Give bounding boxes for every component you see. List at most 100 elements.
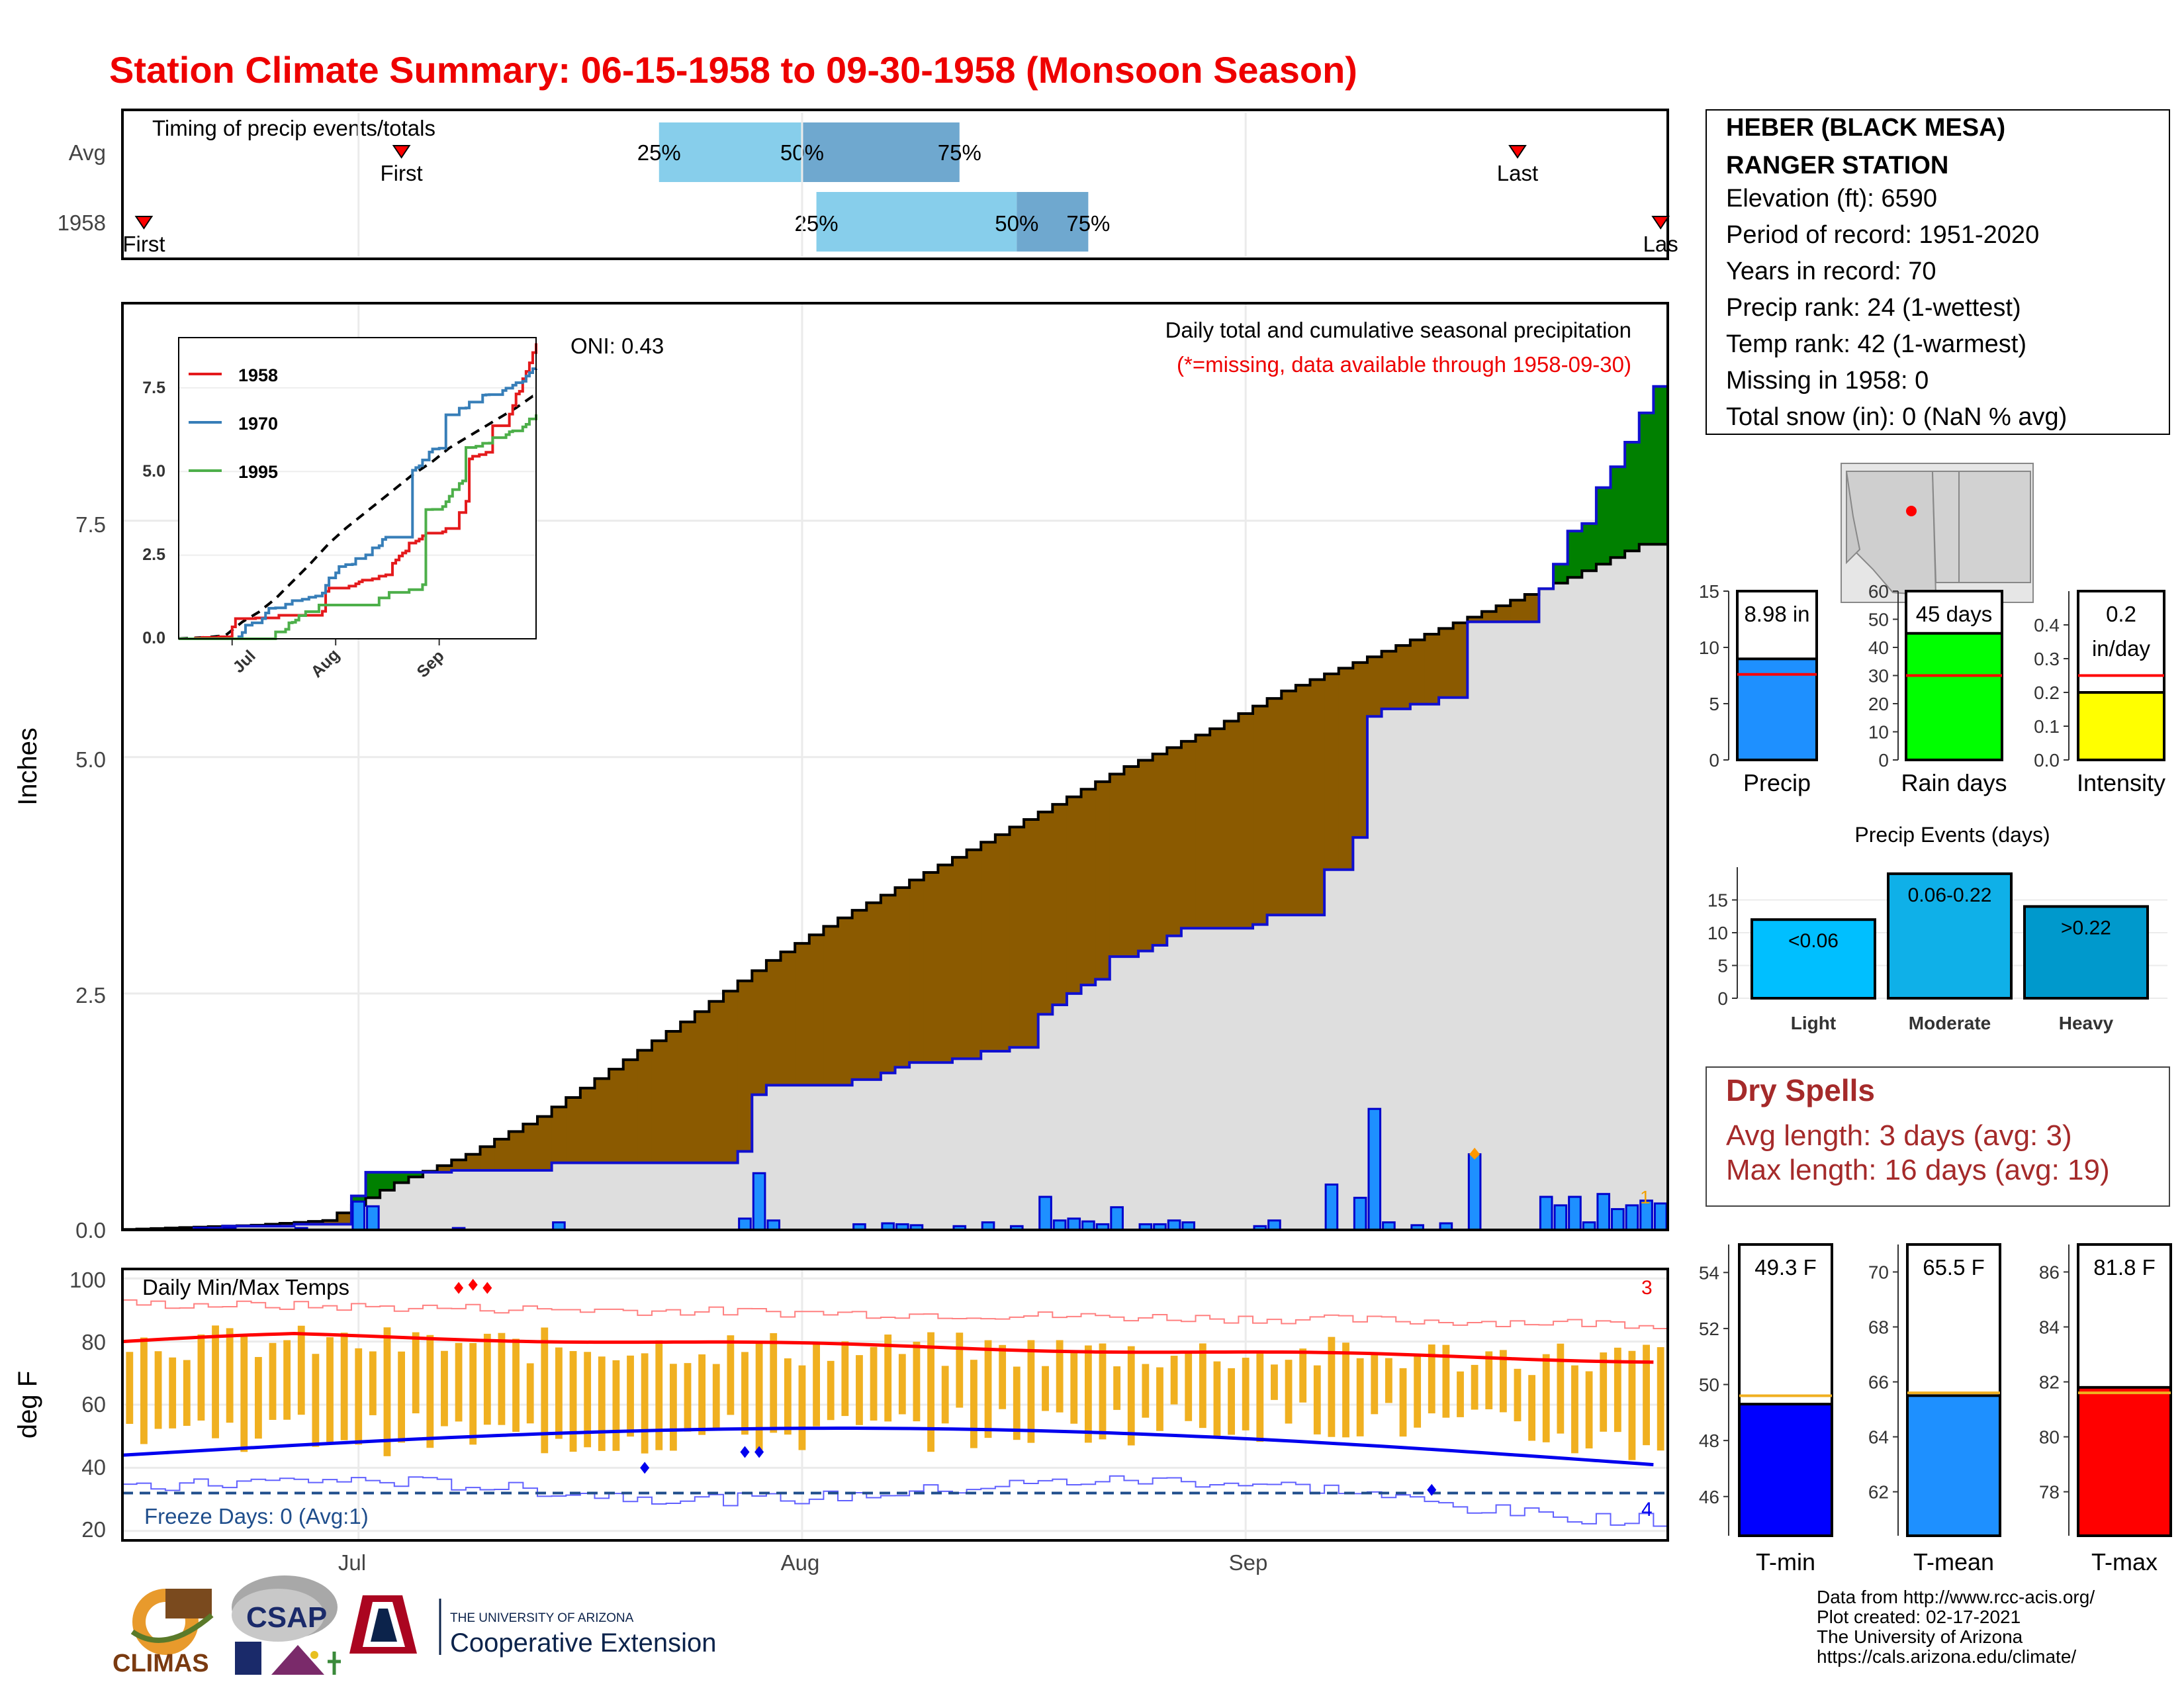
precip-anomaly-segment: [394, 1172, 410, 1183]
precip-anomaly-segment: [365, 1172, 381, 1198]
station-name-2: RANGER STATION: [1726, 152, 1948, 179]
daily-temp-bar: [340, 1333, 348, 1440]
last-event-marker: [1651, 216, 1670, 230]
daily-temp-bar: [655, 1340, 663, 1450]
inset-ytick-0: 0.0: [142, 629, 165, 647]
precip-anomaly-segment: [1038, 812, 1053, 1015]
precip-anomaly-segment: [694, 1011, 710, 1163]
precip-base-segment: [408, 1177, 424, 1230]
precip-anomaly-segment: [437, 1165, 452, 1172]
precip-anomaly-segment: [909, 880, 925, 1063]
precip-base-segment: [1224, 928, 1239, 1230]
record-low-marker: [740, 1446, 750, 1458]
temp-ytick-60: 60: [81, 1392, 106, 1417]
precip-base-segment: [838, 1085, 853, 1230]
precip-base-segment: [1338, 869, 1353, 1230]
temp-summary-t-max-ytick-label: 84: [2039, 1317, 2060, 1338]
precip-ylabel: Inches: [13, 727, 42, 806]
max-extreme-count: 3: [1641, 1277, 1653, 1299]
precip-base-segment: [494, 1170, 510, 1230]
daily-temp-bar: [455, 1342, 463, 1422]
daily-temp-bar: [1514, 1368, 1522, 1422]
temp-summary-t-mean-ytick-label: 70: [1868, 1262, 1889, 1283]
precip-anomaly-segment: [1367, 657, 1383, 717]
csap-logo: CSAP: [232, 1575, 341, 1675]
precip-anomaly-segment: [1310, 679, 1325, 915]
daily-temp-bar: [913, 1341, 921, 1422]
precip-base-segment: [1109, 957, 1125, 1230]
daily-temp-bar: [498, 1333, 506, 1425]
precip-anomaly-segment: [1281, 690, 1297, 915]
raindays-summary-label: Rain days: [1901, 769, 2007, 796]
precip-base-segment: [780, 1085, 796, 1230]
temp-summary-t-max-ytick-label: 78: [2039, 1482, 2060, 1503]
daily-temp-bar: [1013, 1366, 1021, 1440]
daily-precip-bar: [1568, 1196, 1582, 1231]
daily-precip-bar: [1653, 1202, 1668, 1231]
precip-anomaly-segment: [1639, 412, 1654, 545]
daily-temp-bar: [441, 1350, 448, 1427]
precip-base-segment: [1453, 697, 1468, 1230]
record-low-marker: [754, 1446, 764, 1458]
precip-ytick-3: 7.5: [75, 512, 106, 537]
temp-summary-t-max-ytick-label: 86: [2039, 1262, 2060, 1283]
missing-note: (*=missing, data available through 1958-…: [1177, 352, 1631, 377]
timing-bar-50-75-1958: [1017, 192, 1089, 252]
daily-temp-bar: [383, 1327, 391, 1456]
record-low-marker: [1427, 1483, 1437, 1496]
daily-temp-bar: [1256, 1350, 1264, 1442]
daily-temp-bar: [813, 1344, 820, 1427]
daily-temp-bar: [1371, 1352, 1379, 1415]
intensity-summary-bar: [2077, 691, 2165, 761]
daily-temp-bar: [841, 1341, 849, 1417]
record-max-line: [122, 1299, 1668, 1329]
precip-base-segment: [680, 1162, 696, 1230]
inset-ytick-1: 2.5: [142, 545, 165, 564]
temp-ytick-100: 100: [69, 1268, 106, 1292]
precip-anomaly-segment: [1338, 668, 1353, 870]
precip-base-segment: [337, 1224, 352, 1230]
temp-summary-t-min-ytick-label: 48: [1699, 1430, 1719, 1451]
daily-temp-bar: [1199, 1343, 1206, 1429]
daily-temp-bar: [956, 1333, 964, 1408]
first-event-marker: [392, 145, 411, 159]
precip-base-segment: [279, 1226, 295, 1230]
record-high-marker: [454, 1282, 464, 1294]
daily-temp-bar: [126, 1352, 134, 1424]
event-bar-heavy: [2023, 905, 2149, 1000]
precip-base-segment: [1481, 622, 1497, 1230]
precip-anomaly-segment: [709, 1001, 724, 1163]
precip-anomaly-segment: [1381, 651, 1396, 709]
station-period: Period of record: 1951-2020: [1726, 221, 2039, 249]
precip-base-segment: [766, 1085, 782, 1230]
station-name-1: HEBER (BLACK MESA): [1726, 114, 2005, 142]
daily-temp-bar: [140, 1337, 148, 1444]
daily-temp-bar: [169, 1357, 177, 1429]
precip-base-segment: [737, 1151, 752, 1230]
daily-temp-bar: [1242, 1358, 1250, 1430]
observed-cumulative-line: [122, 385, 1668, 1231]
precip-anomaly-segment: [1324, 674, 1340, 870]
precip-anomaly-segment: [1024, 820, 1039, 1048]
dry-max: Max length: 16 days (avg: 19): [1726, 1154, 2110, 1186]
precip-base-segment: [895, 1067, 910, 1230]
temp-summary-t-min-ytick-label: 52: [1699, 1319, 1719, 1339]
min-extreme-count: 4: [1641, 1499, 1653, 1521]
temp-summary-t-max-ytick-label: 82: [2039, 1372, 2060, 1393]
temp-ylabel: deg F: [13, 1371, 42, 1438]
intensity-summary-ytick-label: 0.3: [2034, 649, 2060, 669]
daily-temp-bar: [1113, 1366, 1121, 1410]
precip-anomaly-segment: [880, 895, 896, 1073]
precip-base-segment: [1396, 708, 1411, 1230]
intensity-summary-ytick-label: 0.0: [2034, 750, 2060, 771]
precip-summary-ytick-label: 15: [1699, 581, 1719, 602]
timing-bar-25-50-1958: [816, 192, 1017, 252]
precip-base-segment: [1009, 1047, 1024, 1230]
daily-temp-bar: [1127, 1346, 1135, 1446]
timing-pct-label: 25%: [637, 140, 681, 165]
daily-temp-bar: [212, 1325, 219, 1438]
daily-temp-bar: [669, 1364, 677, 1451]
precip-anomaly-segment: [1095, 781, 1111, 980]
precip-anomaly-segment: [1567, 531, 1582, 578]
precip-base-segment: [1238, 928, 1253, 1230]
